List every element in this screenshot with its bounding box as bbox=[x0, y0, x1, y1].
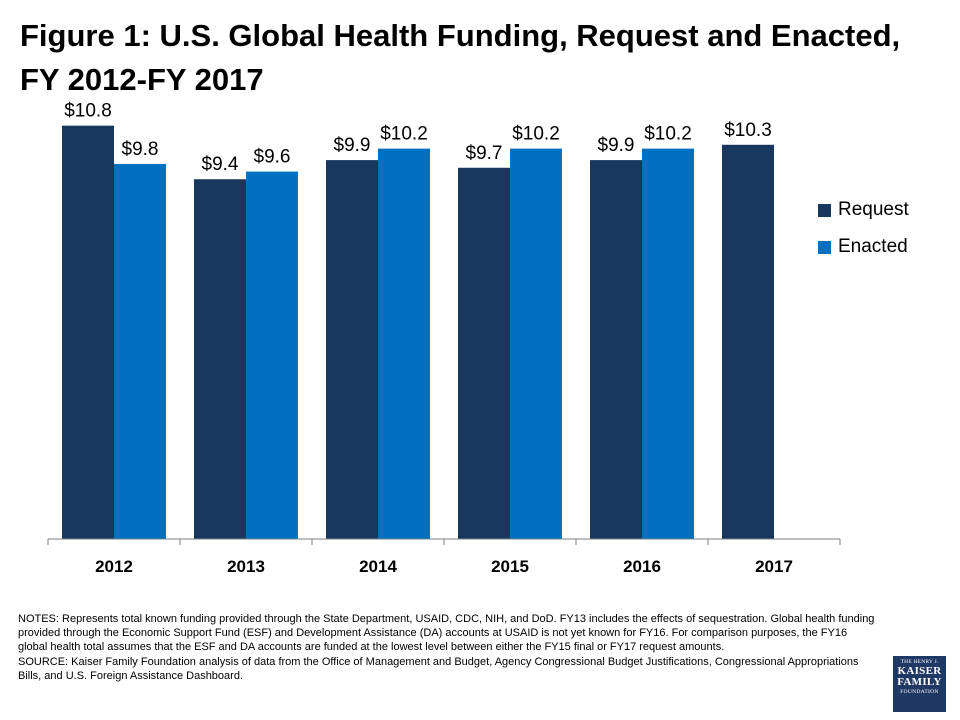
kff-logo: THE HENRY J. KAISER FAMILY FOUNDATION bbox=[893, 656, 946, 712]
legend-swatch-enacted bbox=[818, 240, 831, 254]
source-text: SOURCE: Kaiser Family Foundation analysi… bbox=[18, 655, 859, 682]
notes-text: NOTES: Represents total known funding pr… bbox=[18, 613, 875, 654]
bar-enacted-2012 bbox=[114, 163, 166, 539]
x-tick-label-2013: 2013 bbox=[227, 557, 265, 576]
data-label-request-2012: $10.8 bbox=[64, 101, 112, 122]
x-tick-label-2017: 2017 bbox=[755, 557, 793, 576]
data-label-request-2016: $9.9 bbox=[598, 135, 635, 156]
bar-request-2012 bbox=[62, 125, 114, 540]
data-label-enacted-2015: $10.2 bbox=[512, 124, 560, 145]
bar-enacted-2014 bbox=[378, 148, 430, 540]
data-label-request-2017: $10.3 bbox=[724, 120, 772, 141]
legend-item-request: Request bbox=[818, 197, 909, 223]
x-tick-label-2014: 2014 bbox=[359, 557, 397, 576]
bar-request-2015 bbox=[458, 167, 510, 539]
legend-label-request: Request bbox=[838, 199, 909, 220]
data-label-enacted-2016: $10.2 bbox=[644, 124, 692, 145]
bar-request-2016 bbox=[590, 160, 642, 539]
bar-request-2017 bbox=[722, 144, 774, 540]
data-label-request-2015: $9.7 bbox=[466, 143, 503, 164]
logo-line-3: FAMILY bbox=[897, 676, 942, 688]
bar-enacted-2016 bbox=[642, 148, 694, 540]
data-label-enacted-2013: $9.6 bbox=[254, 147, 291, 168]
legend: Request Enacted bbox=[818, 197, 909, 271]
x-tick-label-2016: 2016 bbox=[623, 557, 661, 576]
legend-swatch-request bbox=[818, 203, 831, 217]
data-label-enacted-2014: $10.2 bbox=[380, 124, 428, 145]
logo-line-4: FOUNDATION bbox=[900, 689, 939, 695]
x-tick-label-2012: 2012 bbox=[95, 557, 133, 576]
chart-title: Figure 1: U.S. Global Health Funding, Re… bbox=[20, 18, 901, 97]
logo-line-2: KAISER bbox=[897, 665, 942, 677]
bar-request-2014 bbox=[326, 160, 378, 539]
bar-chart: $10.8 $9.8 2012 $9.4 $9.6 2013 $9.9 $10.2 2014 $9… bbox=[47, 101, 841, 576]
data-label-request-2013: $9.4 bbox=[202, 154, 239, 175]
bar-enacted-2013 bbox=[246, 171, 298, 539]
bar-request-2013 bbox=[194, 179, 246, 539]
data-label-request-2014: $9.9 bbox=[334, 135, 371, 156]
x-tick-label-2015: 2015 bbox=[491, 557, 529, 576]
legend-item-enacted: Enacted bbox=[818, 234, 909, 260]
notes-block: NOTES: Represents total known funding pr… bbox=[18, 612, 876, 683]
data-label-enacted-2012: $9.8 bbox=[122, 139, 159, 160]
legend-label-enacted: Enacted bbox=[838, 236, 908, 257]
bar-enacted-2015 bbox=[510, 148, 562, 540]
logo-line-1: THE HENRY J. bbox=[900, 659, 939, 665]
